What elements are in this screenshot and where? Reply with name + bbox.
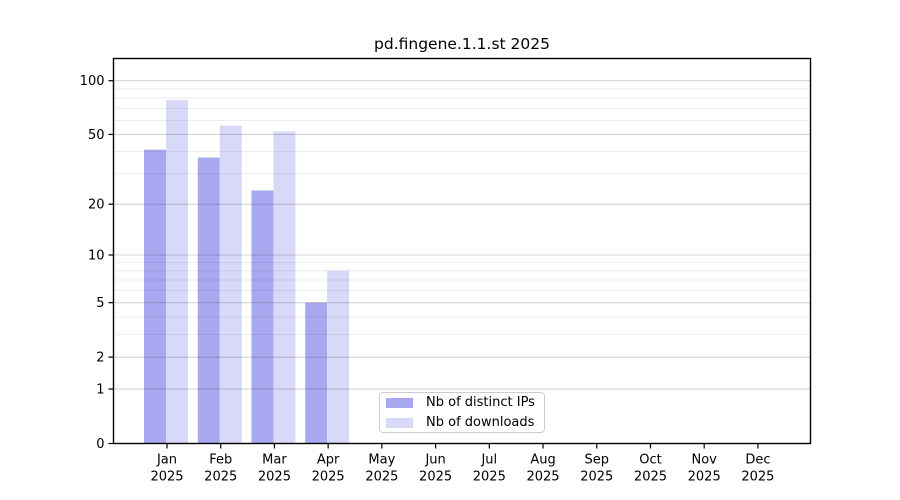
- x-tick-label-year-may: 2025: [365, 470, 398, 485]
- legend-item-distinct-ips: Nb of distinct IPs: [386, 393, 544, 412]
- x-tick-label-year-dec: 2025: [741, 470, 774, 485]
- x-tick-label-month-feb: Feb: [209, 453, 232, 468]
- x-tick-label-year-nov: 2025: [688, 470, 721, 485]
- bar-downloads-mar: [273, 131, 296, 444]
- x-tick-label-year-sep: 2025: [580, 470, 613, 485]
- y-tick-label-0: 0: [96, 437, 104, 452]
- legend-label-downloads: Nb of downloads: [426, 415, 535, 430]
- bar-distinct-ips-feb: [197, 157, 220, 444]
- bar-distinct-ips-mar: [251, 190, 274, 444]
- bar-distinct-ips-jan: [144, 149, 166, 444]
- chart-title: pd.fingene.1.1.st 2025: [374, 35, 550, 53]
- x-tick-label-year-apr: 2025: [312, 470, 345, 485]
- x-tick-label-month-jul: Jul: [480, 453, 497, 468]
- x-tick-label-month-mar: Mar: [262, 453, 287, 468]
- x-tick-label-month-sep: Sep: [585, 453, 610, 468]
- x-tick-label-month-jan: Jan: [156, 453, 177, 468]
- y-tick-label-2: 2: [96, 351, 104, 366]
- y-tick-label-5: 5: [96, 296, 104, 311]
- legend-label-distinct-ips: Nb of distinct IPs: [426, 395, 535, 410]
- x-tick-label-year-jun: 2025: [419, 470, 452, 485]
- y-tick-label-20: 20: [88, 198, 105, 213]
- x-tick-label-month-dec: Dec: [745, 453, 770, 468]
- x-tick-label-month-jun: Jun: [424, 453, 445, 468]
- x-tick-label-month-may: May: [368, 453, 395, 468]
- legend-swatch-downloads: [386, 417, 413, 428]
- x-tick-label-month-apr: Apr: [317, 453, 340, 468]
- x-tick-label-year-oct: 2025: [634, 470, 667, 485]
- y-tick-label-1: 1: [96, 383, 104, 398]
- legend-swatch-distinct-ips: [386, 397, 413, 408]
- x-tick-label-year-aug: 2025: [526, 470, 559, 485]
- y-tick-label-10: 10: [88, 249, 105, 264]
- x-tick-label-year-feb: 2025: [204, 470, 237, 485]
- y-tick-label-100: 100: [80, 74, 105, 89]
- bar-downloads-feb: [219, 125, 242, 444]
- bar-downloads-apr: [327, 270, 350, 444]
- x-tick-label-month-nov: Nov: [692, 453, 718, 468]
- y-tick-label-50: 50: [88, 128, 105, 143]
- bar-distinct-ips-apr: [305, 302, 328, 444]
- legend-item-downloads: Nb of downloads: [386, 413, 544, 432]
- legend: Nb of distinct IPs Nb of downloads: [379, 392, 545, 433]
- x-tick-label-month-oct: Oct: [639, 453, 661, 468]
- x-tick-label-month-aug: Aug: [530, 453, 555, 468]
- x-tick-label-year-mar: 2025: [258, 470, 291, 485]
- x-tick-label-year-jul: 2025: [473, 470, 506, 485]
- axis-frame: [112, 57, 812, 445]
- bar-downloads-jan: [166, 100, 188, 444]
- x-tick-label-year-jan: 2025: [150, 470, 183, 485]
